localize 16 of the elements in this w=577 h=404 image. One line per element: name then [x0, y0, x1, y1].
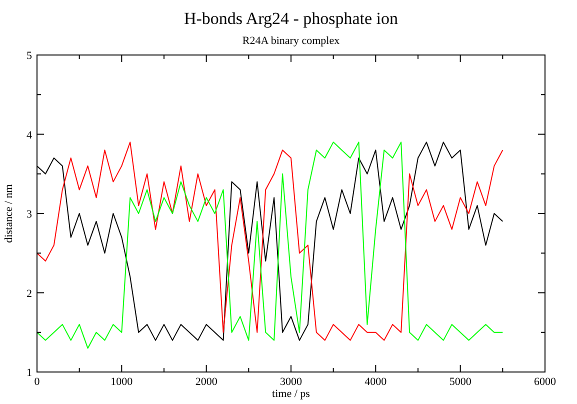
y-tick-label: 1: [26, 367, 32, 379]
x-tick-label: 6000: [534, 376, 556, 388]
y-axis-title: distance / nm: [3, 184, 15, 243]
x-tick-label: 5000: [449, 376, 472, 388]
x-axis-title: time / ps: [272, 388, 310, 400]
x-tick-label: 1000: [110, 376, 134, 388]
x-tick-label: 0: [34, 376, 40, 388]
chart-title: H-bonds Arg24 - phosphate ion: [184, 9, 399, 28]
chart-subtitle: R24A binary complex: [242, 35, 340, 47]
x-tick-label: 3000: [280, 376, 302, 388]
x-tick-label: 2000: [195, 376, 218, 388]
y-tick-label: 2: [26, 288, 32, 300]
y-tick-label: 4: [26, 129, 32, 142]
y-tick-label: 3: [26, 208, 32, 220]
x-tick-label: 4000: [364, 376, 388, 388]
y-tick-label: 5: [26, 50, 32, 62]
